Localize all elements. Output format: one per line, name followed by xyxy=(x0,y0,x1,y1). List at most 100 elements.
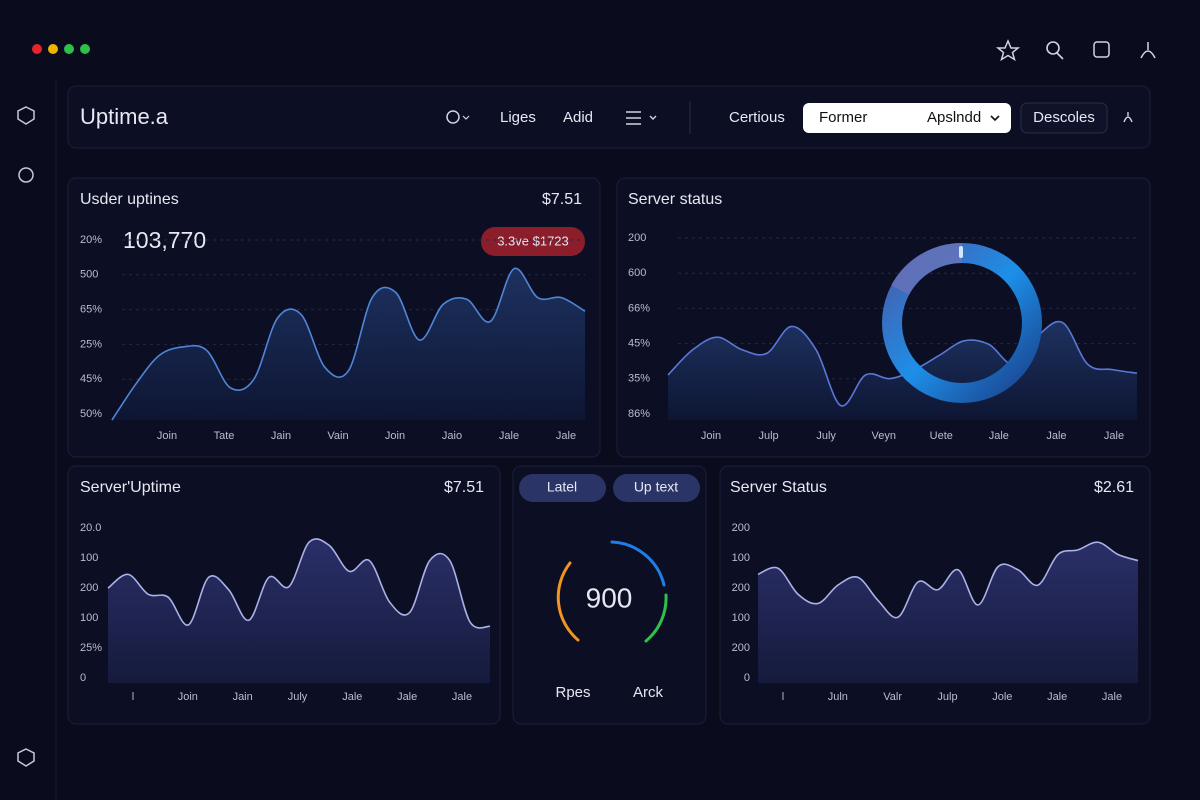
chart-title: Usder uptines xyxy=(80,191,179,208)
x-label: Julp xyxy=(758,430,778,442)
badge-text: 3.3ve $1723 xyxy=(497,233,569,248)
y-label: 100 xyxy=(732,612,750,624)
x-label: Valr xyxy=(883,691,902,703)
x-label: Join xyxy=(701,430,721,442)
nav-item[interactable]: Adid xyxy=(563,109,593,126)
sidebar-icon[interactable] xyxy=(18,167,34,183)
y-label: 500 xyxy=(80,269,98,281)
y-label: 20% xyxy=(80,234,102,246)
window-dot[interactable] xyxy=(48,44,58,54)
y-label: 100 xyxy=(80,612,98,624)
badge xyxy=(481,227,585,256)
line xyxy=(107,538,491,629)
search-icon[interactable] xyxy=(1046,41,1060,55)
x-label: July xyxy=(816,430,836,442)
filter-label[interactable]: Certious xyxy=(729,109,785,126)
x-label: Join xyxy=(385,430,405,442)
y-label: 200 xyxy=(732,522,750,534)
y-label: 20.0 xyxy=(80,522,101,534)
tab[interactable] xyxy=(519,474,606,502)
chevron xyxy=(990,115,1000,122)
x-label: Vain xyxy=(327,430,348,442)
user-icon[interactable] xyxy=(1123,112,1133,123)
chart-title: Server'Uptime xyxy=(80,479,181,496)
x-label: Veyn xyxy=(871,430,895,442)
sidebar-icon[interactable] xyxy=(17,748,35,767)
x-label: l xyxy=(132,691,134,703)
x-label: l xyxy=(782,691,784,703)
search-icon-handle xyxy=(1056,52,1064,60)
y-label: 600 xyxy=(628,267,646,279)
x-label: Jale xyxy=(1102,691,1122,703)
x-label: Join xyxy=(178,691,198,703)
panel xyxy=(512,465,707,725)
chevron xyxy=(462,115,470,120)
x-label: Jale xyxy=(1104,430,1124,442)
chart-value: $7.51 xyxy=(542,191,582,208)
window-dot[interactable] xyxy=(64,44,74,54)
donut-marker xyxy=(959,246,963,258)
app-title: Uptime.a xyxy=(80,104,169,129)
x-label: Jain xyxy=(233,691,253,703)
select-box[interactable] xyxy=(803,103,1011,133)
x-label: Jale xyxy=(452,691,472,703)
tab[interactable] xyxy=(613,474,700,502)
y-label: 65% xyxy=(80,304,102,316)
gauge-arc xyxy=(644,593,668,643)
area-fill xyxy=(668,321,1137,420)
x-label: Jale xyxy=(1046,430,1066,442)
select-label: Former xyxy=(819,109,867,126)
x-label: July xyxy=(288,691,308,703)
y-label: 25% xyxy=(80,338,102,350)
gauge-label: Rpes xyxy=(555,684,590,701)
y-label: 35% xyxy=(628,373,650,385)
x-label: Jale xyxy=(556,430,576,442)
y-label: 200 xyxy=(732,582,750,594)
sidebar-icon[interactable] xyxy=(17,106,35,125)
chart-title: Server Status xyxy=(730,479,827,496)
y-label: 86% xyxy=(628,408,650,420)
x-label: Jale xyxy=(989,430,1009,442)
y-label: 200 xyxy=(628,232,646,244)
box-icon[interactable] xyxy=(1093,41,1110,58)
x-label: Join xyxy=(157,430,177,442)
y-label: 200 xyxy=(732,642,750,654)
x-label: Juln xyxy=(828,691,848,703)
y-label: 45% xyxy=(80,373,102,385)
x-label: Tate xyxy=(214,430,235,442)
y-label: 200 xyxy=(80,582,98,594)
tab-label: Up text xyxy=(634,479,678,495)
user-icon[interactable] xyxy=(1140,42,1156,59)
chart-value: $7.51 xyxy=(444,479,484,496)
y-label: 100 xyxy=(732,552,750,564)
y-label: 66% xyxy=(628,302,650,314)
window-dot[interactable] xyxy=(80,44,90,54)
x-label: Julp xyxy=(937,691,957,703)
gauge-arc xyxy=(610,540,666,587)
x-label: Jale xyxy=(342,691,362,703)
area-fill xyxy=(112,268,585,420)
select-value: Apslndd xyxy=(927,109,981,126)
window-dot[interactable] xyxy=(32,44,42,54)
x-label: Uete xyxy=(930,430,953,442)
area-fill xyxy=(108,538,490,683)
y-label: 0 xyxy=(744,672,750,684)
line xyxy=(111,267,586,421)
nav-item[interactable]: Liges xyxy=(500,109,536,126)
y-label: 45% xyxy=(628,338,650,350)
x-label: Jain xyxy=(271,430,291,442)
menu-icon[interactable] xyxy=(626,111,657,125)
button-label: Descoles xyxy=(1033,109,1095,126)
gauge-arc xyxy=(556,561,580,642)
y-label: 50% xyxy=(80,408,102,420)
x-label: Jole xyxy=(992,691,1012,703)
x-label: Jale xyxy=(1047,691,1067,703)
star-icon[interactable] xyxy=(995,39,1021,62)
chart-value: $2.61 xyxy=(1094,479,1134,496)
search-icon[interactable] xyxy=(446,110,460,124)
y-label: 25% xyxy=(80,642,102,654)
button[interactable] xyxy=(1020,102,1108,134)
tab-label: Latel xyxy=(547,479,577,495)
